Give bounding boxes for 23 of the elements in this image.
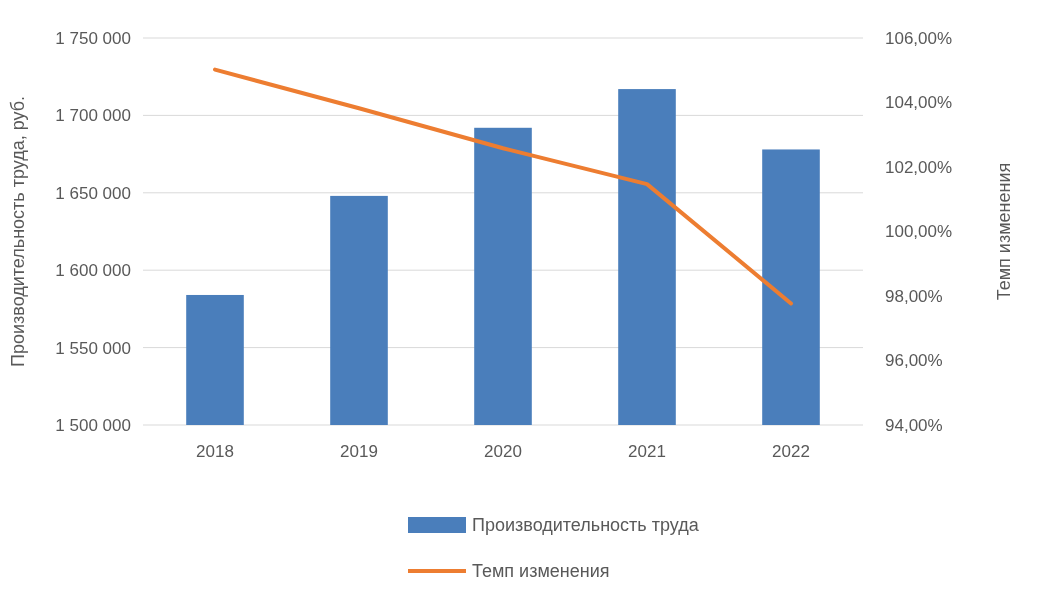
y-tick-label: 1 700 000 — [55, 106, 131, 126]
y-tick-label: 1 600 000 — [55, 261, 131, 281]
y2-tick-label: 104,00% — [885, 93, 953, 113]
y-tick-label: 1 500 000 — [55, 415, 131, 435]
x-tick-label: 2020 — [484, 442, 522, 461]
y2-axis-title: Темп изменения — [994, 162, 1014, 301]
y2-tick-label: 98,00% — [885, 286, 943, 306]
y2-tick-label: 100,00% — [885, 222, 953, 242]
line-series — [213, 67, 793, 306]
x-tick-label: 2021 — [628, 442, 666, 461]
x-tick-label: 2019 — [340, 442, 378, 461]
legend-label: Темп изменения — [472, 561, 610, 582]
y-tick-label: 1 550 000 — [55, 338, 131, 358]
legend-label: Производительность труда — [472, 515, 700, 536]
y2-tick-label: 106,00% — [885, 28, 953, 48]
y2-tick-label: 94,00% — [885, 415, 943, 435]
y-tick-label: 1 650 000 — [55, 183, 131, 203]
y2-tick-label: 96,00% — [885, 351, 943, 371]
x-tick-label: 2022 — [772, 442, 810, 461]
x-tick-label: 2018 — [196, 442, 234, 461]
y2-tick-label: 102,00% — [885, 157, 953, 177]
y-tick-label: 1 750 000 — [55, 28, 131, 48]
y-axis-title: Производительность труда, руб. — [8, 95, 28, 368]
